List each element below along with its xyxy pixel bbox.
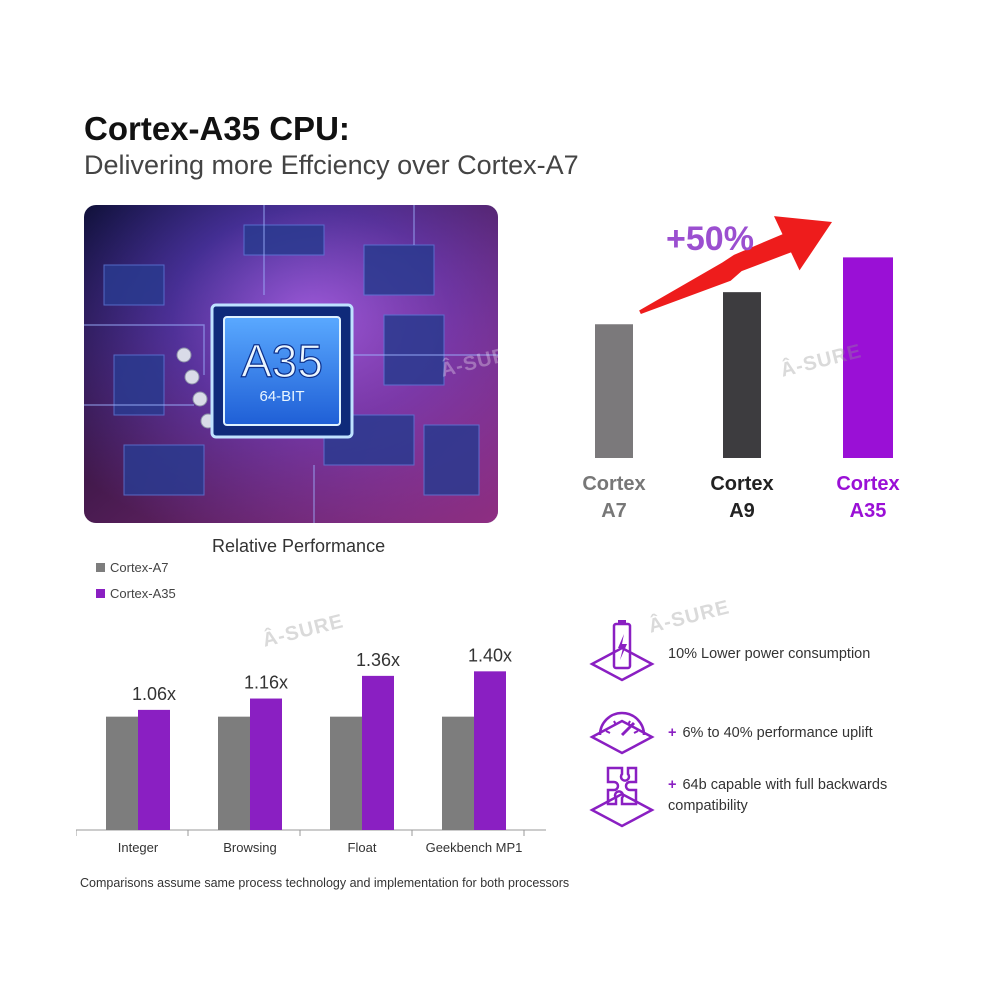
feature-label: 6% to 40% performance uplift: [682, 724, 873, 741]
legend-label: Cortex-A7: [110, 560, 169, 575]
relative-performance-svg: 1.06x Integer 1.16x Browsing 1.36x Float 1.40x…: [75, 645, 546, 855]
comparison-category-label: A7: [601, 500, 627, 522]
legend-item-cortex-a7: Cortex-A7: [96, 560, 169, 575]
comparison-bar-1: [595, 324, 633, 458]
feature-performance: +6% to 40% performance uplift: [586, 697, 873, 769]
perf-category-label: Float: [348, 840, 377, 855]
feature-text: +6% to 40% performance uplift: [668, 723, 873, 744]
perf-category-label: Browsing: [223, 840, 276, 855]
cortex-comparison-chart: Cortex A7 Cortex A9 Cortex A35 +50%: [560, 200, 920, 535]
perf-bar-cortex-a35: [138, 709, 170, 830]
legend-item-cortex-a35: Cortex-A35: [96, 586, 176, 601]
perf-bar-cortex-a35: [250, 698, 282, 830]
perf-bar-cortex-a7: [106, 716, 138, 830]
comparison-category-label: Cortex: [582, 473, 645, 495]
perf-bar-cortex-a7: [442, 716, 474, 830]
plus-icon: +: [668, 724, 677, 741]
perf-category-label: Geekbench MP1: [426, 840, 523, 855]
legend-swatch-gray: [96, 563, 105, 572]
comparison-category-label: Cortex: [836, 473, 899, 495]
perf-category-label: Integer: [118, 840, 159, 855]
comparison-bar-2: [723, 292, 761, 458]
comparison-category-label: Cortex: [710, 473, 773, 495]
chip-illustration: A35 64-BIT: [84, 205, 498, 523]
battery-icon: [589, 620, 655, 682]
perf-data-label: 1.16x: [244, 673, 288, 693]
feature-compatibility: +64b capable with full backwards compati…: [586, 760, 928, 832]
chip-label: A35: [241, 335, 323, 387]
perf-bar-cortex-a7: [330, 716, 362, 830]
page-title: Cortex-A35 CPU:: [84, 110, 350, 147]
plus-icon: +: [668, 777, 677, 793]
perf-bar-cortex-a35: [362, 675, 394, 830]
perf-data-label: 1.40x: [468, 645, 512, 665]
perf-bar-cortex-a7: [218, 716, 250, 830]
chip-sublabel: 64-BIT: [259, 388, 304, 405]
perf-chart-title: Relative Performance: [212, 536, 386, 556]
cortex-comparison-svg: Cortex A7 Cortex A9 Cortex A35 +50%: [582, 216, 900, 522]
feature-text: +64b capable with full backwards compati…: [668, 775, 928, 817]
legend-label: Cortex-A35: [110, 586, 176, 601]
page-subtitle: Delivering more Effciency over Cortex-A7: [84, 150, 579, 180]
relative-performance-chart: 1.06x Integer 1.16x Browsing 1.36x Float 1.40x…: [75, 590, 546, 870]
feature-label: 64b capable with full backwards compatib…: [668, 777, 888, 814]
growth-arrow: [639, 216, 832, 315]
comparison-category-label: A35: [850, 500, 887, 522]
puzzle-icon: [589, 766, 655, 828]
comparison-bar-3: [843, 257, 893, 458]
growth-annotation: +50%: [666, 220, 754, 258]
circuit-board-graphic: A35 64-BIT: [84, 205, 498, 523]
comparison-category-label: A9: [729, 500, 755, 522]
legend-swatch-purple: [96, 589, 105, 598]
feature-power: 10% Lower power consumption: [586, 618, 870, 690]
footnote: Comparisons assume same process technolo…: [80, 876, 570, 890]
feature-label: 10% Lower power consumption: [668, 645, 871, 662]
feature-text: 10% Lower power consumption: [668, 644, 870, 665]
perf-bar-cortex-a35: [474, 671, 506, 830]
speedometer-icon: [589, 711, 655, 755]
perf-data-label: 1.36x: [356, 650, 400, 670]
perf-data-label: 1.06x: [132, 684, 176, 704]
